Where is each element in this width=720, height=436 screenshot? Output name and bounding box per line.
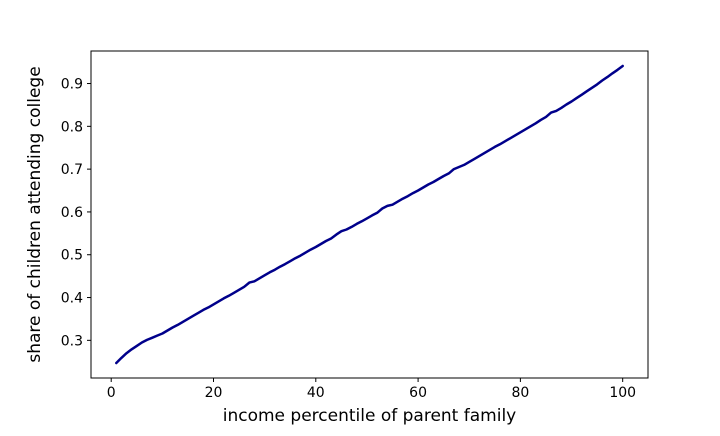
- x-tick-label: 100: [609, 385, 636, 401]
- y-tick-label: 0.7: [61, 162, 83, 178]
- plot-border: [90, 50, 649, 379]
- x-tick-label: 20: [205, 385, 223, 401]
- y-tick-label: 0.6: [61, 205, 83, 221]
- x-tick-label: 60: [409, 385, 427, 401]
- x-axis-label: income percentile of parent family: [223, 406, 516, 426]
- y-tick-label: 0.8: [61, 119, 83, 135]
- x-tick-label: 80: [511, 385, 529, 401]
- x-tick-label: 40: [307, 385, 325, 401]
- y-axis-label: share of children attending college: [25, 66, 45, 362]
- y-tick-label: 0.3: [61, 333, 83, 349]
- y-tick-label: 0.4: [61, 291, 83, 307]
- y-tick-label: 0.5: [61, 248, 83, 264]
- data-line: [115, 64, 624, 365]
- y-axis-ticks: 0.3 0.4 0.5 0.6 0.7 0.8 0.9: [61, 77, 91, 349]
- x-tick-label: 0: [107, 385, 116, 401]
- x-axis-ticks: 0 20 40 60 80 100: [107, 378, 636, 401]
- y-tick-label: 0.9: [61, 77, 83, 93]
